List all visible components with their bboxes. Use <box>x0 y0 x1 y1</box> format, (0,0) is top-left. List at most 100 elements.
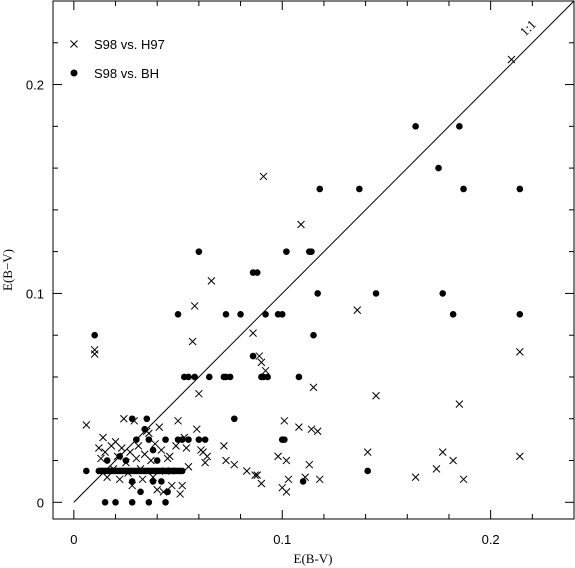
marker-stroke <box>261 366 270 375</box>
marker-stroke <box>165 452 174 461</box>
point-s98-vs-h97 <box>184 462 193 471</box>
marker-stroke <box>251 471 260 479</box>
x-tick-label: 0.1 <box>273 532 291 547</box>
point-s98-vs-bh <box>356 185 363 193</box>
point-s98-vs-bh <box>195 248 203 255</box>
point-s98-vs-h97 <box>222 456 230 465</box>
legend-marker-dot <box>70 69 78 77</box>
plot-frame <box>52 0 575 520</box>
point-s98-vs-bh <box>314 290 321 297</box>
point-s98-vs-h97 <box>259 172 268 181</box>
point-s98-vs-h97 <box>295 423 303 431</box>
point-s98-vs-bh <box>145 498 153 506</box>
point-s98-vs-bh <box>141 425 148 433</box>
marker-stroke <box>117 444 126 452</box>
point-s98-vs-h97 <box>172 442 180 450</box>
marker-stroke <box>147 456 155 465</box>
point-s98-vs-bh <box>128 478 136 485</box>
marker-stroke <box>115 475 124 484</box>
marker-stroke <box>363 448 372 457</box>
marker-stroke <box>507 55 516 64</box>
point-s98-vs-h97 <box>188 337 197 346</box>
point-s98-vs-bh <box>195 436 203 443</box>
marker-stroke <box>90 350 99 358</box>
point-s98-vs-bh <box>295 373 303 381</box>
point-s98-vs-bh <box>264 373 271 381</box>
point-s98-vs-bh <box>191 373 199 381</box>
marker-stroke <box>155 423 164 431</box>
point-s98-vs-bh <box>162 436 169 443</box>
marker-stroke <box>230 460 239 469</box>
point-s98-vs-h97 <box>138 475 147 484</box>
point-s98-vs-h97 <box>309 383 318 392</box>
marker-stroke <box>140 450 149 459</box>
marker-stroke <box>134 442 143 450</box>
marker-stroke <box>82 421 91 429</box>
point-s98-vs-bh <box>449 311 457 318</box>
point-s98-vs-bh <box>226 373 234 381</box>
marker-stroke <box>145 429 153 438</box>
legend: S98 vs. H97 S98 vs. BH <box>70 37 165 81</box>
point-s98-vs-bh <box>460 185 467 193</box>
marker-stroke <box>153 485 162 494</box>
point-s98-vs-bh <box>222 311 230 318</box>
point-s98-vs-h97 <box>282 487 291 496</box>
point-s98-vs-h97 <box>455 400 464 408</box>
marker-stroke <box>449 456 457 465</box>
point-s98-vs-h97 <box>363 448 372 457</box>
marker-stroke <box>182 444 191 452</box>
point-s98-vs-bh <box>91 331 98 339</box>
tick-labels: 0 0.1 0.2 0 0.1 0.2 <box>26 78 500 547</box>
point-s98-vs-h97 <box>190 302 199 310</box>
point-s98-vs-bh <box>178 436 186 443</box>
point-s98-vs-h97 <box>151 439 159 448</box>
point-s98-vs-h97 <box>157 446 166 454</box>
point-s98-vs-bh <box>278 311 286 318</box>
marker-stroke <box>126 448 134 457</box>
point-s98-vs-h97 <box>153 485 162 494</box>
x-tick-label: 0.2 <box>482 532 500 547</box>
point-s98-vs-bh <box>185 373 192 381</box>
point-s98-vs-bh <box>283 248 290 255</box>
point-s98-vs-bh <box>185 436 192 443</box>
marker-stroke <box>103 473 112 482</box>
point-s98-vs-h97 <box>315 475 324 484</box>
point-s98-vs-h97 <box>432 465 441 473</box>
ticks <box>53 0 575 519</box>
point-s98-vs-h97 <box>195 389 203 398</box>
marker-stroke <box>242 467 251 475</box>
marker-stroke <box>167 481 176 490</box>
point-s98-vs-h97 <box>411 473 420 482</box>
legend-x-glyph <box>70 40 78 48</box>
point-s98-vs-h97 <box>307 425 316 434</box>
point-s98-vs-h97 <box>115 475 124 484</box>
marker-stroke <box>94 444 103 452</box>
point-s98-vs-bh <box>206 373 213 381</box>
marker-stroke <box>157 446 166 454</box>
point-s98-vs-h97 <box>167 481 176 490</box>
marker-stroke <box>249 329 257 337</box>
point-s98-vs-h97 <box>230 460 239 469</box>
point-s98-vs-h97 <box>284 475 293 484</box>
point-s98-vs-bh <box>439 290 447 297</box>
point-s98-vs-bh <box>262 311 269 318</box>
point-s98-vs-h97 <box>90 350 99 358</box>
y-tick-label: 0.2 <box>26 78 44 93</box>
point-s98-vs-bh <box>122 457 130 464</box>
point-s98-vs-h97 <box>82 421 91 429</box>
point-s98-vs-h97 <box>257 479 266 488</box>
y-axis-label: E(B−V) <box>0 249 15 291</box>
point-s98-vs-h97 <box>176 490 184 498</box>
point-s98-vs-bh <box>364 467 371 475</box>
point-s98-vs-bh <box>103 457 111 464</box>
marker-stroke <box>305 460 314 469</box>
point-s98-vs-h97 <box>280 416 289 425</box>
marker-stroke <box>253 471 262 479</box>
marker-stroke <box>176 490 184 498</box>
legend-label-h97: S98 vs. H97 <box>94 37 165 52</box>
point-s98-vs-h97 <box>242 467 251 475</box>
point-s98-vs-bh <box>133 436 140 443</box>
marker-stroke <box>111 437 120 446</box>
point-s98-vs-h97 <box>120 414 128 423</box>
